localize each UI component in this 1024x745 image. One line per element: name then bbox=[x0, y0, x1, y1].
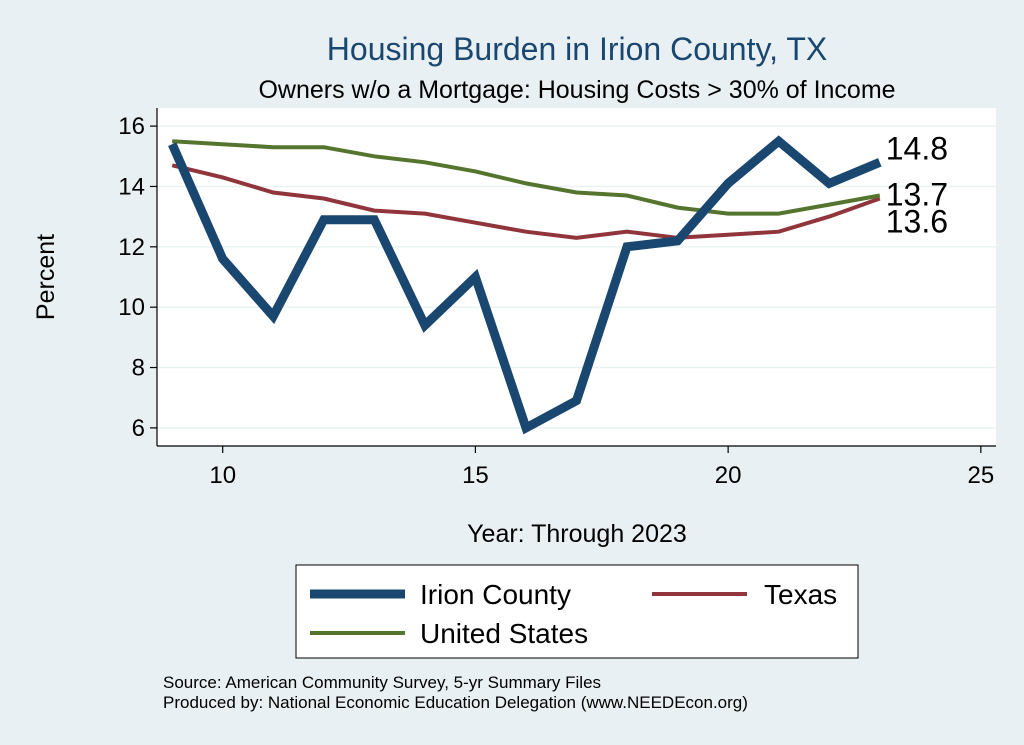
x-tick-label: 10 bbox=[209, 462, 236, 489]
series-line-united-states bbox=[172, 139, 881, 216]
y-tick-label: 14 bbox=[118, 173, 145, 200]
legend-label-united-states: United States bbox=[420, 618, 588, 649]
x-tick-label: 15 bbox=[462, 462, 489, 489]
x-tick-label: 20 bbox=[715, 462, 742, 489]
series-line-irion-county bbox=[168, 135, 882, 435]
y-tick-label: 12 bbox=[118, 234, 145, 261]
y-tick-label: 8 bbox=[132, 355, 145, 382]
source-line-2: Produced by: National Economic Education… bbox=[163, 693, 748, 712]
legend-label-texas: Texas bbox=[764, 579, 837, 610]
end-label-texas: 13.6 bbox=[886, 204, 948, 240]
legend-box bbox=[295, 564, 859, 659]
x-axis-label: Year: Through 2023 bbox=[467, 520, 687, 548]
y-axis-label: Percent bbox=[32, 234, 60, 320]
chart-title: Housing Burden in Irion County, TX bbox=[327, 31, 827, 67]
end-label-united-states: 13.7 bbox=[886, 177, 948, 213]
legend: Irion County Texas United States bbox=[295, 564, 859, 659]
series-lines bbox=[168, 135, 882, 435]
chart-subtitle: Owners w/o a Mortgage: Housing Costs > 3… bbox=[258, 76, 895, 104]
end-label-irion-county: 14.8 bbox=[886, 130, 948, 166]
x-tick-label: 25 bbox=[967, 462, 994, 489]
y-tick-label: 10 bbox=[118, 294, 145, 321]
end-labels: 14.8 13.613.7 bbox=[886, 130, 948, 239]
legend-label-irion-county: Irion County bbox=[420, 579, 571, 610]
axes: 6 8 10 12 14 16 10 15 20 25 bbox=[118, 108, 996, 489]
source-line-1: Source: American Community Survey, 5-yr … bbox=[163, 673, 601, 692]
series-line-texas bbox=[171, 163, 881, 240]
gridlines bbox=[157, 125, 996, 429]
y-tick-label: 16 bbox=[118, 113, 145, 140]
y-tick-label: 6 bbox=[132, 415, 145, 442]
